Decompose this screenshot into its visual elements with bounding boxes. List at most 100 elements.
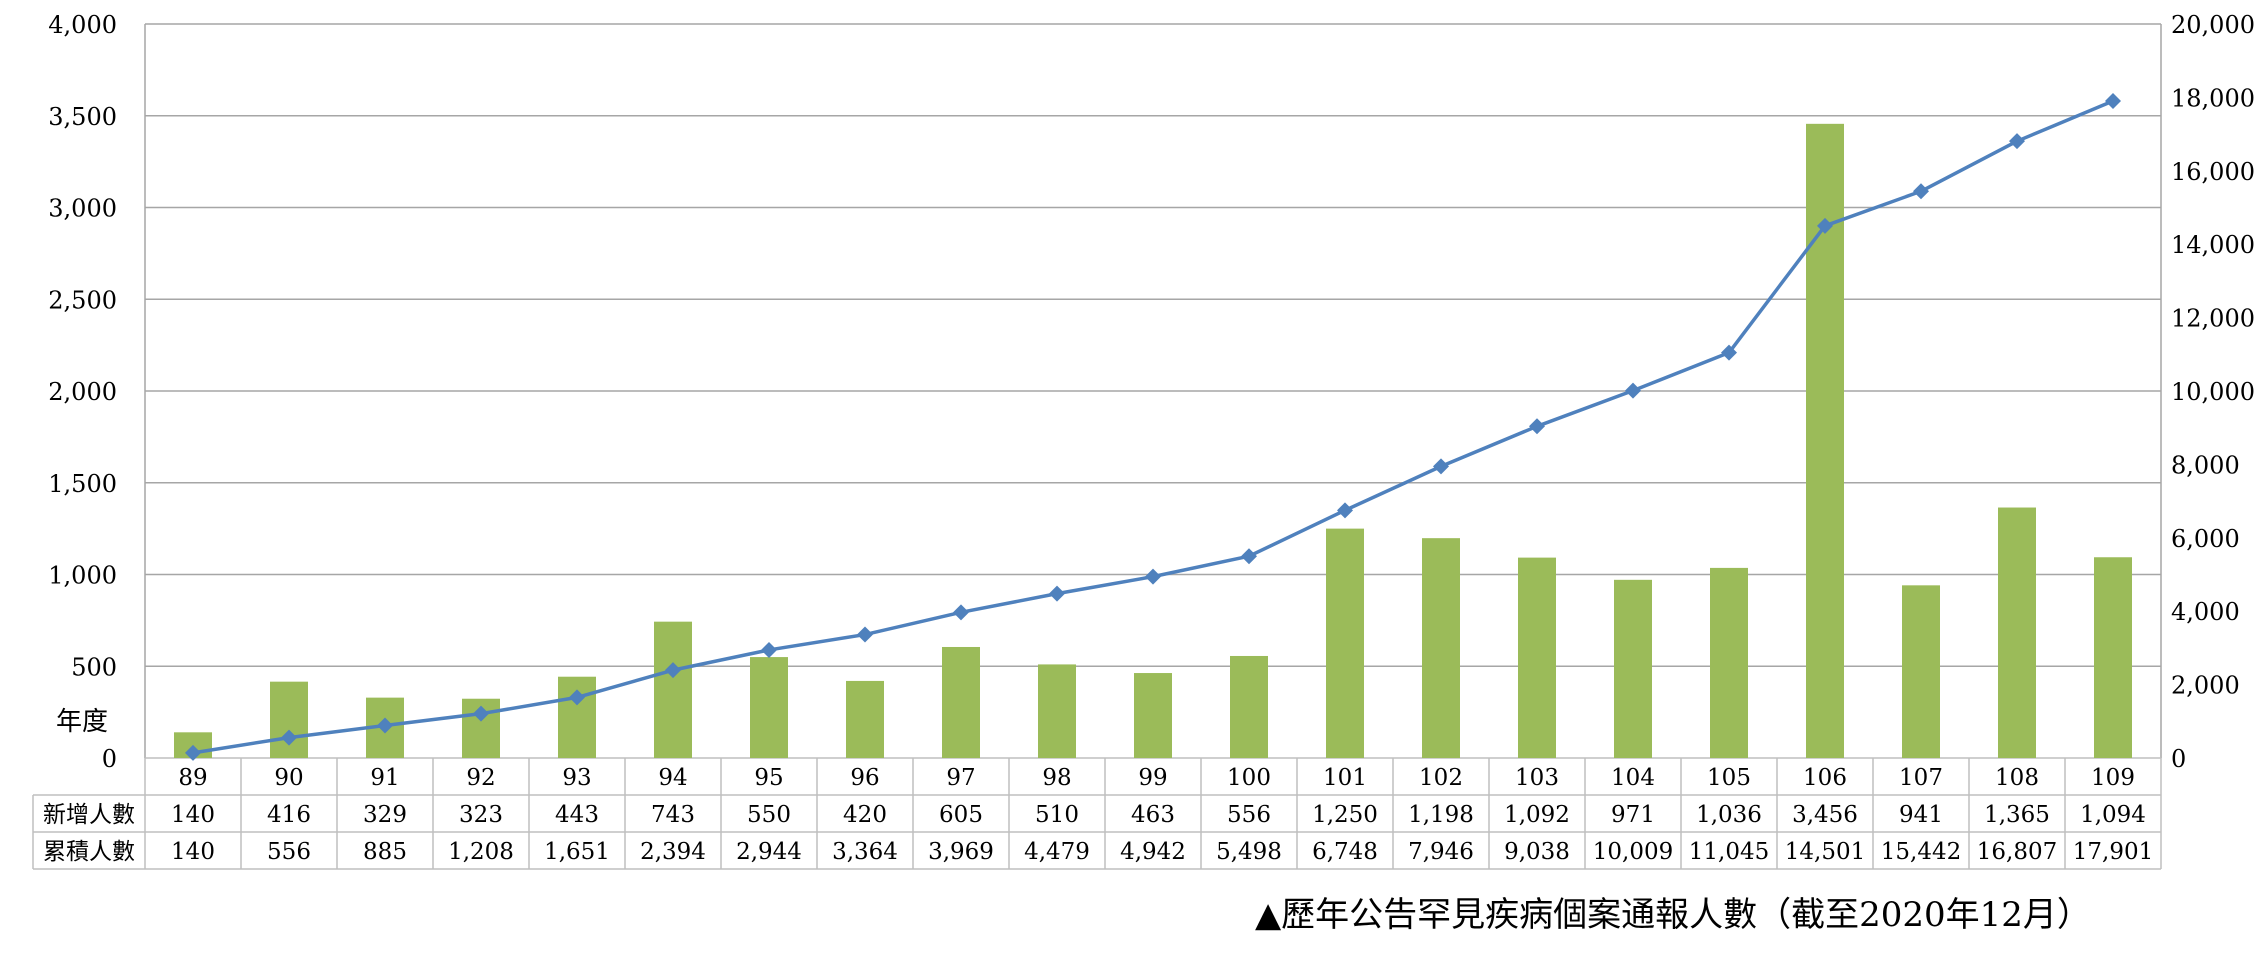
table-cell: 2,944 — [736, 839, 802, 865]
y-left-tick-label: 1,000 — [48, 562, 117, 590]
bar — [1902, 585, 1940, 758]
y-right-tick-label: 10,000 — [2171, 378, 2255, 406]
table-cell: 6,748 — [1312, 839, 1378, 865]
table-cell: 605 — [939, 802, 983, 828]
bar — [558, 676, 596, 758]
line-marker — [1529, 418, 1545, 435]
table-cell: 16,807 — [1977, 839, 2057, 865]
line-marker — [2105, 93, 2121, 110]
line-marker — [1721, 344, 1737, 361]
x-tick-label: 94 — [658, 765, 687, 791]
bar — [1998, 507, 2036, 758]
y-left-tick-label: 3,500 — [48, 103, 117, 131]
line-marker — [857, 626, 873, 643]
table-row-label: 新增人數 — [43, 802, 135, 828]
line-marker — [1625, 382, 1641, 399]
line-marker — [1433, 458, 1449, 475]
x-tick-label: 104 — [1611, 765, 1655, 791]
bar — [2094, 557, 2132, 758]
bar — [1422, 538, 1460, 758]
table-cell: 416 — [267, 802, 311, 828]
table-cell: 1,365 — [1984, 802, 2050, 828]
line-marker — [665, 662, 681, 679]
table-cell: 4,479 — [1024, 839, 1090, 865]
y-right-tick-label: 6,000 — [2171, 525, 2240, 553]
table-row-label: 累積人數 — [43, 839, 135, 865]
bar — [654, 621, 692, 758]
x-tick-label: 90 — [274, 765, 303, 791]
x-tick-label: 93 — [562, 765, 591, 791]
table-cell: 3,456 — [1792, 802, 1858, 828]
x-tick-label: 96 — [850, 765, 879, 791]
table-cell: 1,198 — [1408, 802, 1474, 828]
table-cell: 420 — [843, 802, 887, 828]
table-cell: 510 — [1035, 802, 1079, 828]
x-tick-label: 97 — [946, 765, 975, 791]
x-tick-label: 95 — [754, 765, 783, 791]
y-right-tick-label: 2,000 — [2171, 672, 2240, 700]
x-tick-label: 92 — [466, 765, 495, 791]
line-marker — [185, 744, 201, 761]
bar — [1230, 655, 1268, 758]
x-tick-label: 103 — [1515, 765, 1559, 791]
bar — [270, 681, 308, 758]
y-right-tick-label: 4,000 — [2171, 598, 2240, 626]
y-left-tick-label: 2,500 — [48, 286, 117, 314]
x-tick-label: 91 — [370, 765, 399, 791]
table-cell: 9,038 — [1504, 839, 1570, 865]
x-tick-label: 108 — [1995, 765, 2039, 791]
table-cell: 140 — [171, 839, 215, 865]
line-marker — [1049, 585, 1065, 602]
x-tick-label: 106 — [1803, 765, 1847, 791]
x-tick-label: 100 — [1227, 765, 1271, 791]
x-tick-label: 105 — [1707, 765, 1751, 791]
bar — [1518, 557, 1556, 758]
bar — [1038, 664, 1076, 758]
table-cell: 885 — [363, 839, 407, 865]
bar — [1134, 673, 1172, 758]
x-axis-label: 年度 — [56, 707, 108, 737]
line-marker — [1337, 502, 1353, 519]
y-right-tick-label: 0 — [2171, 745, 2186, 773]
y-left-tick-label: 4,000 — [48, 11, 117, 39]
table-cell: 3,969 — [928, 839, 994, 865]
y-right-tick-label: 12,000 — [2171, 305, 2255, 333]
table-cell: 11,045 — [1689, 839, 1769, 865]
bar — [1614, 579, 1652, 758]
table-cell: 550 — [747, 802, 791, 828]
table-cell: 443 — [555, 802, 599, 828]
table-cell: 1,092 — [1504, 802, 1570, 828]
table-cell: 10,009 — [1593, 839, 1673, 865]
y-right-tick-label: 20,000 — [2171, 11, 2255, 39]
line-marker — [281, 729, 297, 746]
table-cell: 17,901 — [2073, 839, 2153, 865]
x-tick-label: 89 — [178, 765, 207, 791]
table-cell: 743 — [651, 802, 695, 828]
line-marker — [1817, 217, 1833, 234]
y-right-tick-label: 16,000 — [2171, 158, 2255, 186]
table-cell: 3,364 — [832, 839, 898, 865]
line-marker — [761, 641, 777, 658]
table-cell: 1,208 — [448, 839, 514, 865]
table-cell: 2,394 — [640, 839, 706, 865]
table-cell: 941 — [1899, 802, 1943, 828]
line-marker — [473, 705, 489, 722]
x-tick-label: 102 — [1419, 765, 1463, 791]
table-cell: 1,036 — [1696, 802, 1762, 828]
bar — [1326, 528, 1364, 758]
y-left-tick-label: 1,500 — [48, 470, 117, 498]
x-tick-label: 98 — [1042, 765, 1071, 791]
table-cell: 556 — [267, 839, 311, 865]
x-tick-label: 99 — [1138, 765, 1167, 791]
table-cell: 323 — [459, 802, 503, 828]
table-cell: 1,250 — [1312, 802, 1378, 828]
y-right-tick-label: 8,000 — [2171, 451, 2240, 479]
chart-caption: ▲歷年公告罕見疾病個案通報人數（截至2020年12月） — [1255, 895, 2091, 935]
x-tick-label: 101 — [1323, 765, 1367, 791]
table-cell: 463 — [1131, 802, 1175, 828]
table-cell: 971 — [1611, 802, 1655, 828]
table-cell: 7,946 — [1408, 839, 1474, 865]
table-cell: 556 — [1227, 802, 1271, 828]
